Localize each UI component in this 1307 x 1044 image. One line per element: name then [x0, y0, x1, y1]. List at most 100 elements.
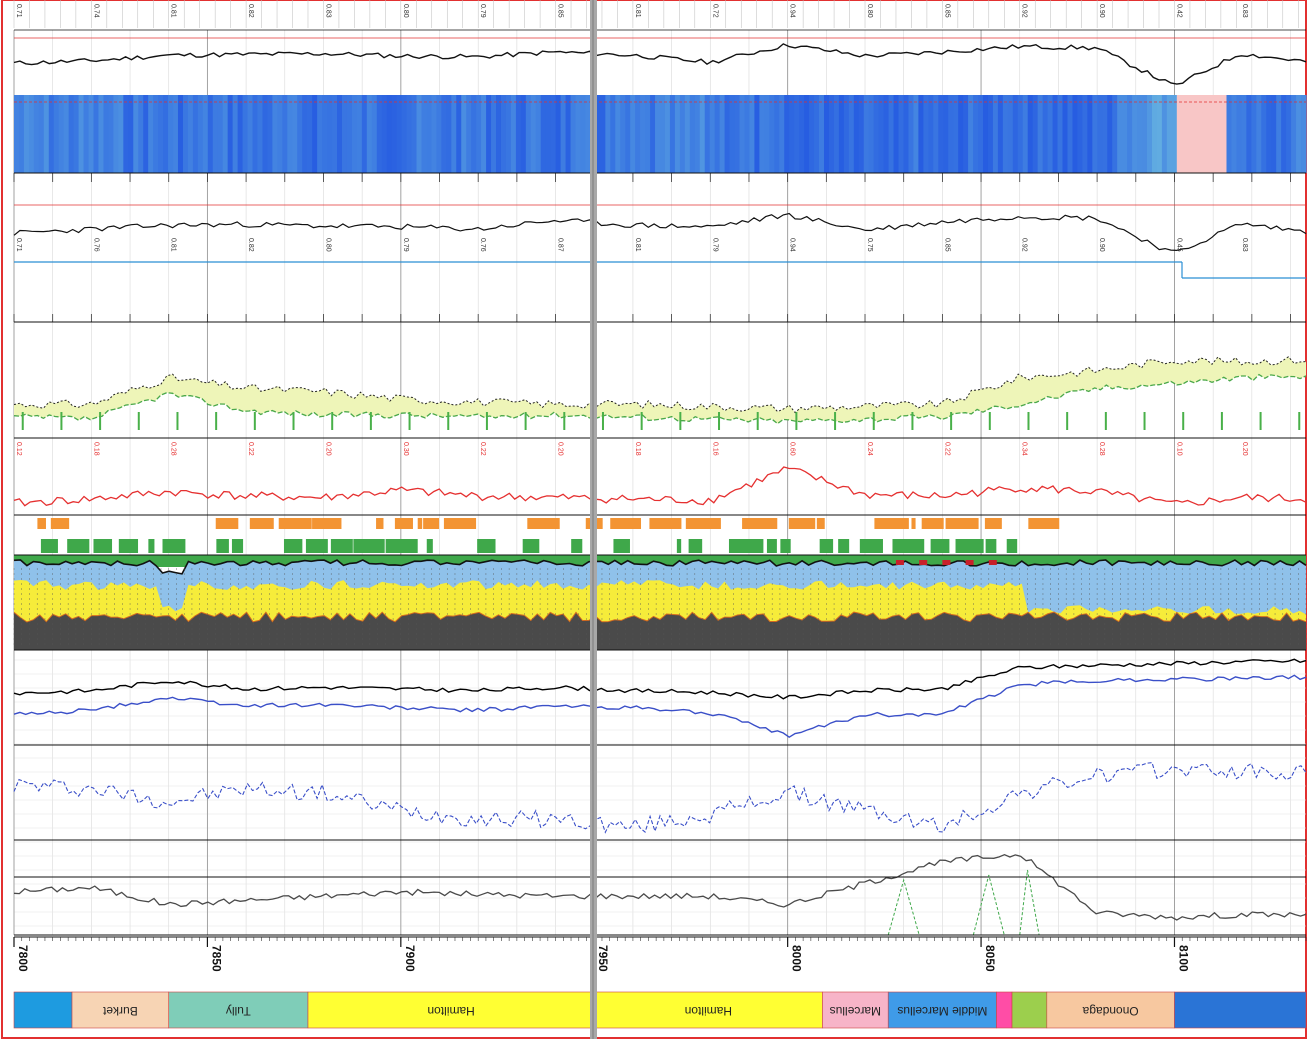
heatmap-stripe — [168, 95, 174, 173]
heatmap-stripe — [699, 95, 706, 173]
heatmap-stripe — [1181, 95, 1188, 173]
track4-tick-label: 0.18 — [92, 442, 99, 456]
track4-tick-label: 0.16 — [711, 442, 718, 456]
heatmap-stripe — [1112, 95, 1118, 173]
flag-orange — [911, 518, 916, 529]
track3-green-tick — [988, 412, 991, 430]
top-tick-label: 0.79 — [479, 4, 486, 18]
heatmap-stripe — [878, 95, 885, 173]
heatmap-stripe — [595, 95, 601, 173]
heatmap-stripe — [1146, 95, 1153, 173]
heatmap-stripe — [510, 95, 517, 173]
heatmap-curve — [13, 43, 1307, 85]
depth-tick-label: 7900 — [403, 945, 417, 972]
track2-tick-label: 0.94 — [789, 238, 796, 252]
track3-green-tick — [950, 412, 953, 430]
heatmap-stripe — [580, 95, 587, 173]
heatmap-stripe — [953, 95, 959, 173]
formation-band — [1174, 991, 1307, 1029]
flag-green — [162, 539, 186, 553]
heatmap-stripe — [1281, 95, 1287, 173]
heatmap-stripe — [739, 95, 746, 173]
heatmap-stripe — [68, 95, 75, 173]
heatmap-stripe — [302, 95, 308, 173]
heatmap-stripe — [182, 95, 189, 173]
heatmap-stripe — [744, 95, 751, 173]
heatmap-stripe — [645, 95, 651, 173]
heatmap-stripe — [635, 95, 641, 173]
track2-tick-label: 0.75 — [866, 238, 873, 252]
heatmap-stripe — [1057, 95, 1064, 173]
heatmap-stripe — [505, 95, 512, 173]
track2-tick-label: 0.85 — [943, 238, 950, 252]
top-tick-label: 0.72 — [711, 4, 718, 18]
track3-green-tick — [718, 412, 721, 430]
formation-label: Marcellus — [830, 1004, 881, 1018]
top-tick-label: 0.83 — [1241, 4, 1248, 18]
flag-green — [216, 539, 229, 553]
track4-tick-label: 0.24 — [866, 442, 873, 456]
flag-green — [385, 539, 418, 553]
heatmap-stripe — [520, 95, 527, 173]
heatmap-stripe — [197, 95, 204, 173]
flag-orange — [249, 518, 274, 529]
flag-orange — [37, 518, 46, 529]
depth-tick-label: 7950 — [596, 945, 610, 972]
flag-orange — [215, 518, 239, 529]
heatmap-stripe — [1102, 95, 1108, 173]
heatmap-stripe — [1151, 95, 1158, 173]
track4-tick-label: 0.34 — [1021, 442, 1028, 456]
heatmap-stripe — [317, 95, 323, 173]
heatmap-stripe — [113, 95, 119, 173]
track3-green-tick — [369, 412, 372, 430]
heatmap-stripe — [1201, 95, 1208, 173]
heatmap-stripe — [997, 95, 1004, 173]
formation-band — [168, 991, 309, 1029]
heatmap-stripe — [1221, 95, 1228, 173]
heatmap-stripe — [868, 95, 875, 173]
track3-green-tick — [1027, 412, 1030, 430]
heatmap-stripe — [78, 95, 85, 173]
heatmap-stripe — [322, 95, 328, 173]
heatmap-stripe — [63, 95, 70, 173]
track3-green-tick — [795, 412, 798, 430]
heatmap-stripe — [351, 95, 358, 173]
heatmap-stripe — [158, 95, 164, 173]
heatmap-stripe — [1027, 95, 1034, 173]
heatmap-stripe — [173, 95, 179, 173]
heatmap-stripe — [257, 95, 264, 173]
track3-green-tick — [524, 412, 527, 430]
flag-green — [780, 539, 791, 553]
heatmap-stripe — [1017, 95, 1024, 173]
heatmap-stripe — [58, 95, 65, 173]
heatmap-stripe — [535, 95, 542, 173]
track3-green-tick — [1066, 412, 1069, 430]
flag-green — [930, 539, 950, 553]
track4-tick-label: 0.18 — [634, 442, 641, 456]
track3-green-tick — [60, 412, 63, 430]
heatmap-stripe — [729, 95, 736, 173]
track3-green-tick — [99, 412, 102, 430]
depth-tick-label: 7850 — [209, 945, 223, 972]
heatmap-stripe — [1022, 95, 1029, 173]
heatmap-stripe — [1087, 95, 1093, 173]
flag-orange — [610, 518, 642, 529]
heatmap-stripe — [515, 95, 522, 173]
heatmap-stripe — [958, 95, 964, 173]
top-tick-label: 0.94 — [789, 4, 796, 18]
track3-green-tick — [1104, 412, 1107, 430]
track2-tick-label: 0.71 — [15, 238, 22, 252]
heatmap-stripe — [898, 95, 905, 173]
flag-green — [571, 539, 583, 553]
heatmap-stripe — [232, 95, 239, 173]
heatmap-stripe — [709, 95, 716, 173]
heatmap-stripe — [53, 95, 60, 173]
formation-band — [1046, 991, 1175, 1029]
heatmap-stripe — [212, 95, 219, 173]
heatmap-stripe — [669, 95, 676, 173]
top-tick-label: 0.71 — [15, 4, 22, 18]
heatmap-stripe — [1296, 95, 1302, 173]
heatmap-stripe — [650, 95, 656, 173]
